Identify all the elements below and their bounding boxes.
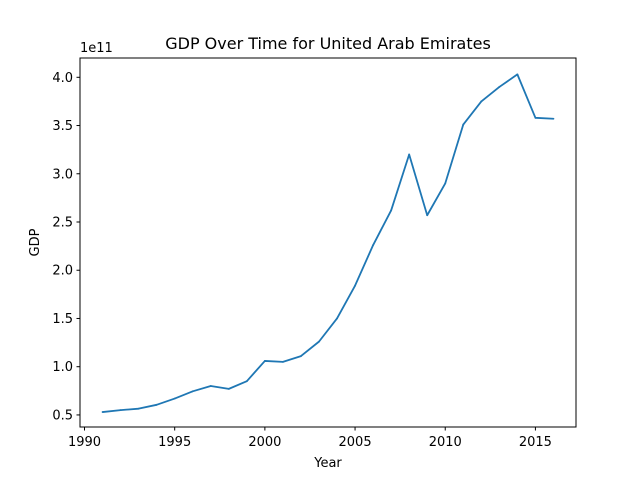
data-point <box>408 153 411 156</box>
data-point <box>245 380 248 383</box>
data-point <box>227 387 230 390</box>
y-axis-label: GDP <box>28 228 43 256</box>
data-point <box>119 409 122 412</box>
x-tick-label: 2010 <box>429 435 462 450</box>
y-tick-label: 2.5 <box>52 216 73 231</box>
x-axis-label: Year <box>313 456 342 471</box>
axes-frame <box>79 57 577 428</box>
data-point <box>498 86 501 88</box>
chart-title: GDP Over Time for United Arab Emirates <box>165 34 491 53</box>
x-tick-label: 2005 <box>339 435 372 450</box>
y-tick-label: 2.0 <box>52 264 73 279</box>
data-point <box>462 123 465 126</box>
data-point <box>426 214 429 217</box>
x-tick-label: 2000 <box>248 435 281 450</box>
y-tick-label: 1.0 <box>52 360 73 375</box>
x-tick-label: 1995 <box>158 435 191 450</box>
data-point <box>155 403 158 406</box>
y-tick-label: 0.5 <box>52 408 73 423</box>
data-point <box>101 411 104 413</box>
data-point <box>354 284 356 287</box>
data-point <box>444 182 447 185</box>
data-point <box>534 116 537 119</box>
x-tick-label: 1990 <box>68 435 101 450</box>
data-point <box>263 360 266 362</box>
x-tick-label: 2015 <box>519 435 552 450</box>
data-point <box>191 390 194 393</box>
y-tick-label: 1.5 <box>52 312 73 327</box>
data-point <box>516 73 519 76</box>
data-point <box>173 397 176 400</box>
data-point <box>336 317 338 320</box>
data-point <box>209 385 212 387</box>
data-point <box>282 360 284 363</box>
gdp-series-line <box>102 73 554 413</box>
y-tick-label: 4.0 <box>52 71 73 86</box>
y-axis-offset-label: 1e11 <box>80 41 113 56</box>
y-tick-label: 3.0 <box>52 167 73 182</box>
data-point <box>318 340 320 343</box>
y-tick-label: 3.5 <box>52 119 73 134</box>
data-point <box>372 244 374 247</box>
data-point <box>552 117 555 120</box>
data-point <box>390 209 393 212</box>
data-point <box>300 355 302 357</box>
data-point <box>137 407 140 410</box>
data-point <box>480 100 483 103</box>
plot-area: 1990 1995 2000 2005 2010 2015 0.5 1.0 1.5 2.0 2.5 3… <box>52 71 555 450</box>
